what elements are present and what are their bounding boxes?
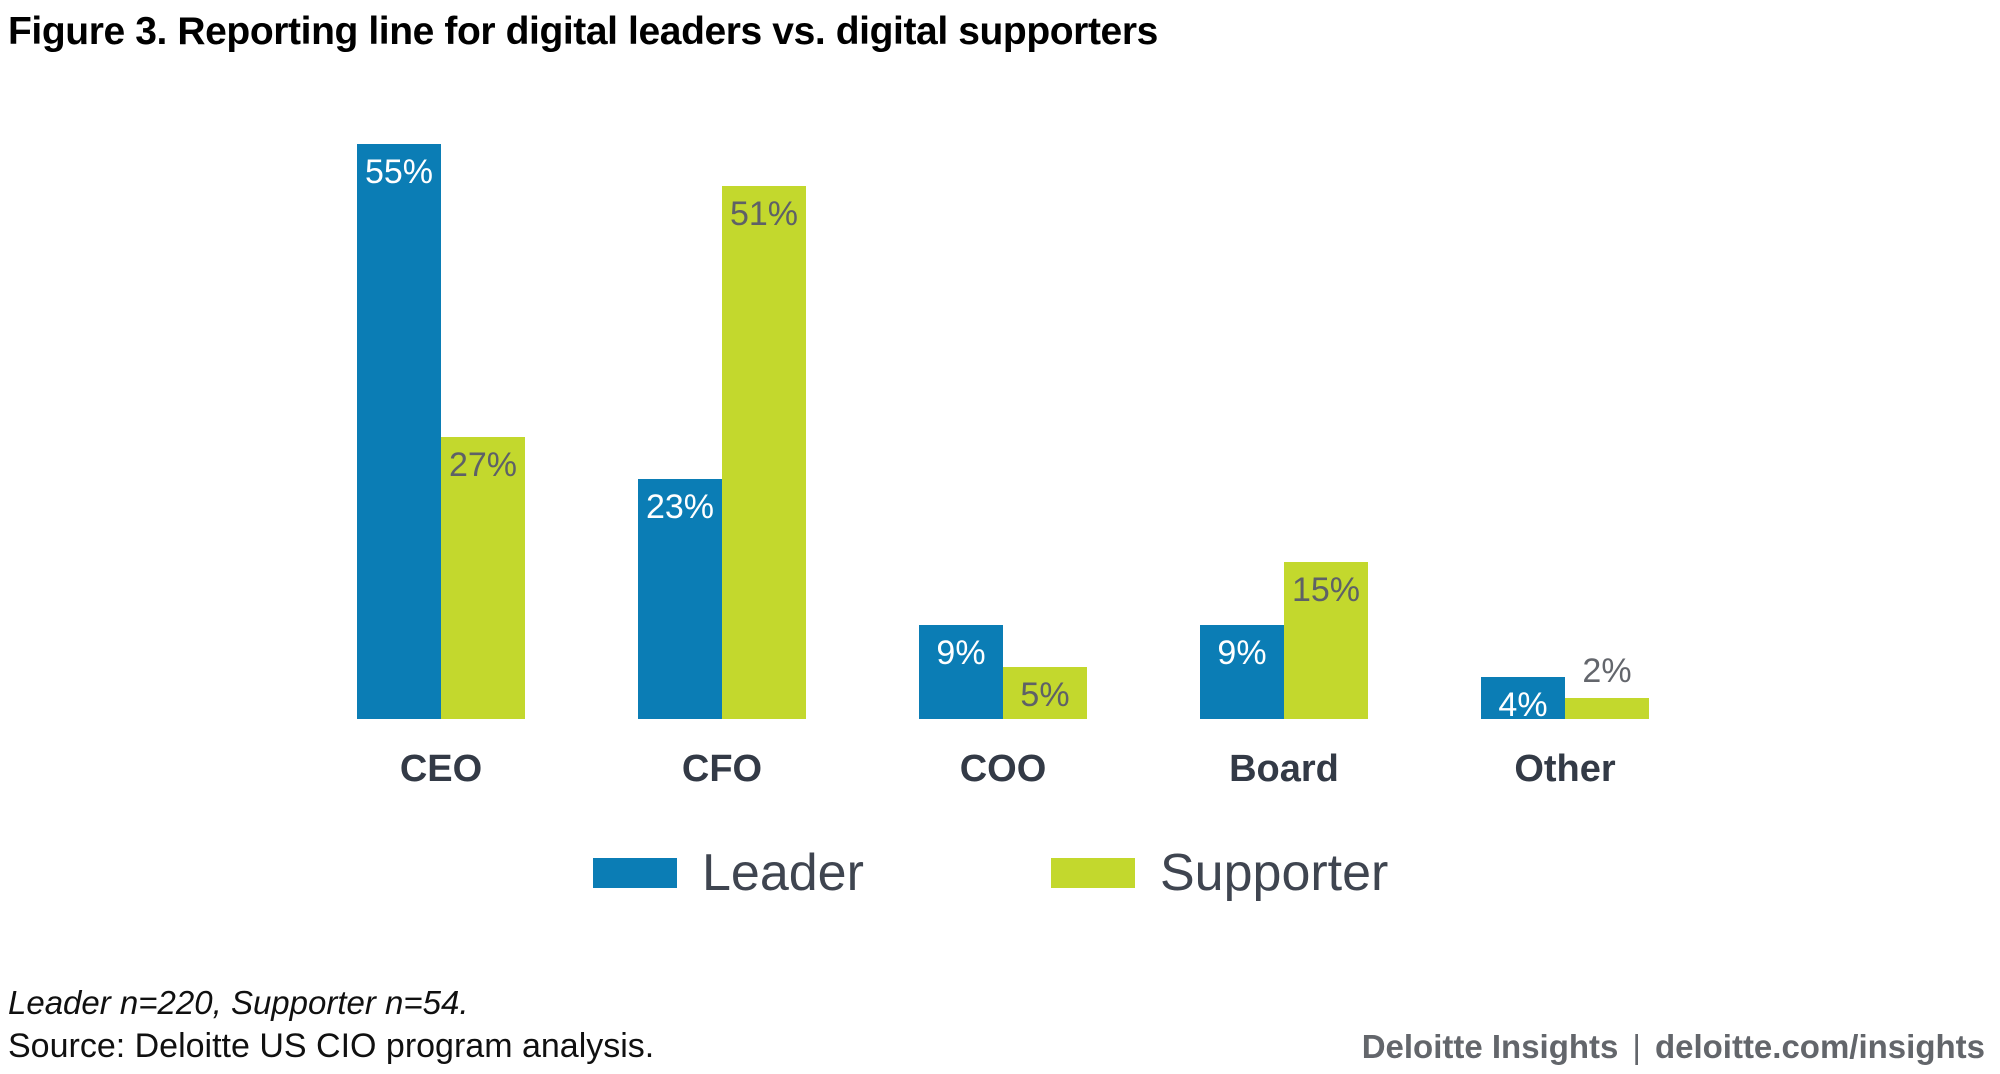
legend-label-supporter: Supporter — [1160, 844, 1389, 902]
bar-leader-board — [1200, 625, 1284, 719]
value-label-supporter-other: 2% — [1582, 652, 1632, 690]
value-label-leader-coo: 9% — [936, 634, 986, 672]
legend-swatch-supporter — [1051, 858, 1135, 888]
bar-chart: 55% 27% CEO 23% 51% CFO 9% 5% COO 9% 15% Board 4% 2% O… — [357, 144, 1649, 790]
legend-item-supporter: Supporter — [1051, 843, 1388, 903]
bar-leader-cfo — [638, 479, 722, 719]
legend-swatch-leader — [593, 858, 677, 888]
bar-leader-coo — [919, 625, 1003, 719]
source-line: Source: Deloitte US CIO program analysis… — [8, 1027, 655, 1065]
value-label-leader-board: 9% — [1217, 634, 1267, 672]
branding-left: Deloitte Insights — [1361, 1028, 1619, 1065]
legend-label-leader: Leader — [702, 844, 864, 902]
branding: Deloitte Insights | deloitte.com/insights — [1362, 1028, 1985, 1066]
category-label-ceo: CEO — [399, 748, 483, 790]
bar-leader-other — [1481, 677, 1565, 719]
sample-size-note: Leader n=220, Supporter n=54. — [8, 984, 469, 1021]
bar-supporter-coo — [1003, 667, 1087, 719]
category-label-coo: COO — [959, 748, 1047, 790]
value-label-supporter-cfo: 51% — [729, 195, 799, 233]
value-label-supporter-coo: 5% — [1020, 676, 1070, 714]
category-label-board: Board — [1229, 748, 1339, 790]
category-label-cfo: CFO — [681, 748, 763, 790]
branding-right: deloitte.com/insights — [1654, 1028, 1985, 1065]
bar-supporter-ceo — [441, 437, 525, 719]
figure-title: Figure 3. Reporting line for digital lea… — [8, 10, 1158, 53]
value-label-leader-other: 4% — [1498, 686, 1548, 724]
bar-supporter-cfo — [722, 186, 806, 719]
value-label-leader-ceo: 55% — [364, 153, 434, 191]
value-label-supporter-ceo: 27% — [448, 446, 518, 484]
legend-item-leader: Leader — [593, 843, 864, 903]
value-label-supporter-board: 15% — [1291, 571, 1361, 609]
bar-supporter-board — [1284, 562, 1368, 719]
bar-supporter-other — [1565, 698, 1649, 719]
bar-leader-ceo — [357, 144, 441, 719]
category-label-other: Other — [1514, 748, 1616, 790]
value-label-leader-cfo: 23% — [645, 488, 715, 526]
branding-separator: | — [1632, 1028, 1641, 1065]
